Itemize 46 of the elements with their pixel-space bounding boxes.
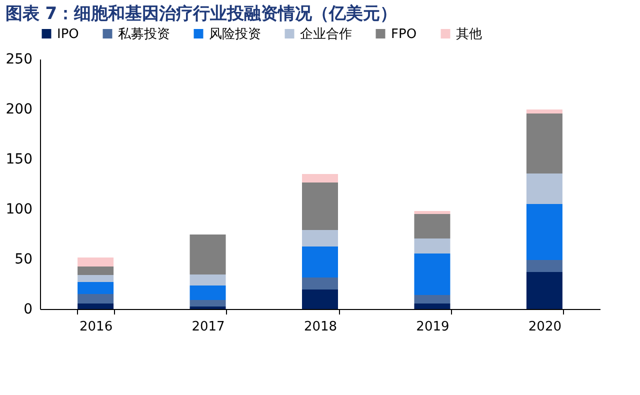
y-tick-label: 50 — [14, 252, 32, 268]
bar — [190, 234, 226, 274]
y-tick-label: 250 — [6, 52, 32, 68]
bar — [302, 246, 338, 278]
bar — [190, 286, 226, 300]
bar — [526, 114, 562, 174]
bar — [414, 295, 450, 304]
bar — [526, 272, 562, 309]
bar — [302, 230, 338, 246]
bar — [302, 182, 338, 230]
x-tick-label: 2020 — [528, 320, 562, 334]
bar — [414, 211, 450, 214]
bar — [302, 278, 338, 290]
legend-label: 私募投资 — [118, 26, 170, 42]
y-tick-label: 200 — [6, 102, 32, 118]
bar — [190, 300, 226, 306]
x-tick-label: 2017 — [192, 320, 225, 334]
bar — [526, 110, 562, 114]
legend-label: 风险投资 — [209, 26, 261, 42]
bar — [414, 214, 450, 238]
legend-label: FPO — [391, 26, 417, 42]
bar — [78, 282, 114, 294]
bar — [78, 294, 114, 304]
y-tick-label: 100 — [6, 202, 32, 218]
x-tick-label: 2016 — [80, 320, 113, 334]
bar — [526, 260, 562, 272]
bar — [302, 290, 338, 309]
bar — [78, 258, 114, 266]
bar — [78, 275, 114, 282]
chart-title: 图表 7：细胞和基因治疗行业投融资情况（亿美元） — [5, 4, 398, 24]
y-tick-label: 150 — [6, 152, 32, 168]
y-tick-label: 0 — [24, 302, 32, 318]
bar — [78, 304, 114, 309]
legend-label: 企业合作 — [300, 26, 352, 42]
bar — [414, 304, 450, 309]
x-tick-label: 2018 — [304, 320, 338, 334]
legend-label: IPO — [57, 26, 79, 42]
bar — [78, 266, 114, 275]
bar — [302, 174, 338, 182]
x-tick-label: 2019 — [416, 320, 450, 334]
bar — [414, 238, 450, 254]
bar — [526, 174, 562, 204]
bar — [190, 274, 226, 286]
bar — [414, 254, 450, 295]
legend-label: 其他 — [456, 26, 482, 42]
bar — [526, 204, 562, 260]
